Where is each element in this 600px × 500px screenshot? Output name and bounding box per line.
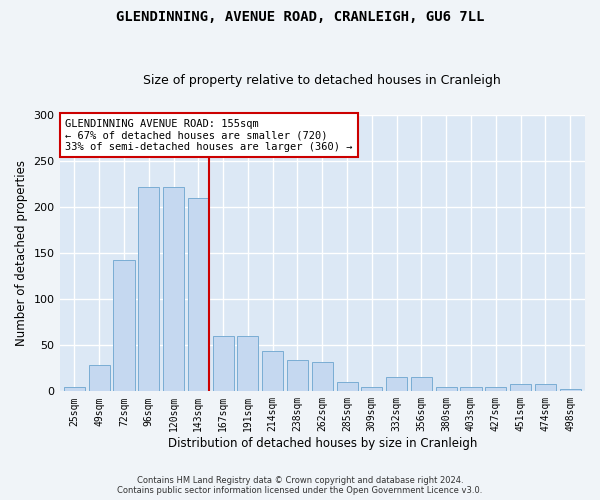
Bar [386, 378, 407, 392]
X-axis label: Distribution of detached houses by size in Cranleigh: Distribution of detached houses by size … [167, 437, 477, 450]
Bar [163, 186, 184, 392]
Bar [64, 386, 85, 392]
Title: Size of property relative to detached houses in Cranleigh: Size of property relative to detached ho… [143, 74, 501, 87]
Bar [560, 390, 581, 392]
Y-axis label: Number of detached properties: Number of detached properties [15, 160, 28, 346]
Bar [113, 260, 134, 392]
Bar [460, 386, 482, 392]
Bar [262, 350, 283, 392]
Bar [212, 336, 233, 392]
Text: Contains HM Land Registry data © Crown copyright and database right 2024.
Contai: Contains HM Land Registry data © Crown c… [118, 476, 482, 495]
Bar [510, 384, 531, 392]
Bar [535, 384, 556, 392]
Bar [436, 386, 457, 392]
Bar [337, 382, 358, 392]
Bar [312, 362, 333, 392]
Bar [287, 360, 308, 392]
Bar [89, 364, 110, 392]
Bar [188, 198, 209, 392]
Bar [238, 336, 259, 392]
Bar [485, 386, 506, 392]
Text: GLENDINNING AVENUE ROAD: 155sqm
← 67% of detached houses are smaller (720)
33% o: GLENDINNING AVENUE ROAD: 155sqm ← 67% of… [65, 118, 352, 152]
Bar [138, 186, 160, 392]
Bar [411, 378, 432, 392]
Bar [361, 386, 382, 392]
Text: GLENDINNING, AVENUE ROAD, CRANLEIGH, GU6 7LL: GLENDINNING, AVENUE ROAD, CRANLEIGH, GU6… [116, 10, 484, 24]
